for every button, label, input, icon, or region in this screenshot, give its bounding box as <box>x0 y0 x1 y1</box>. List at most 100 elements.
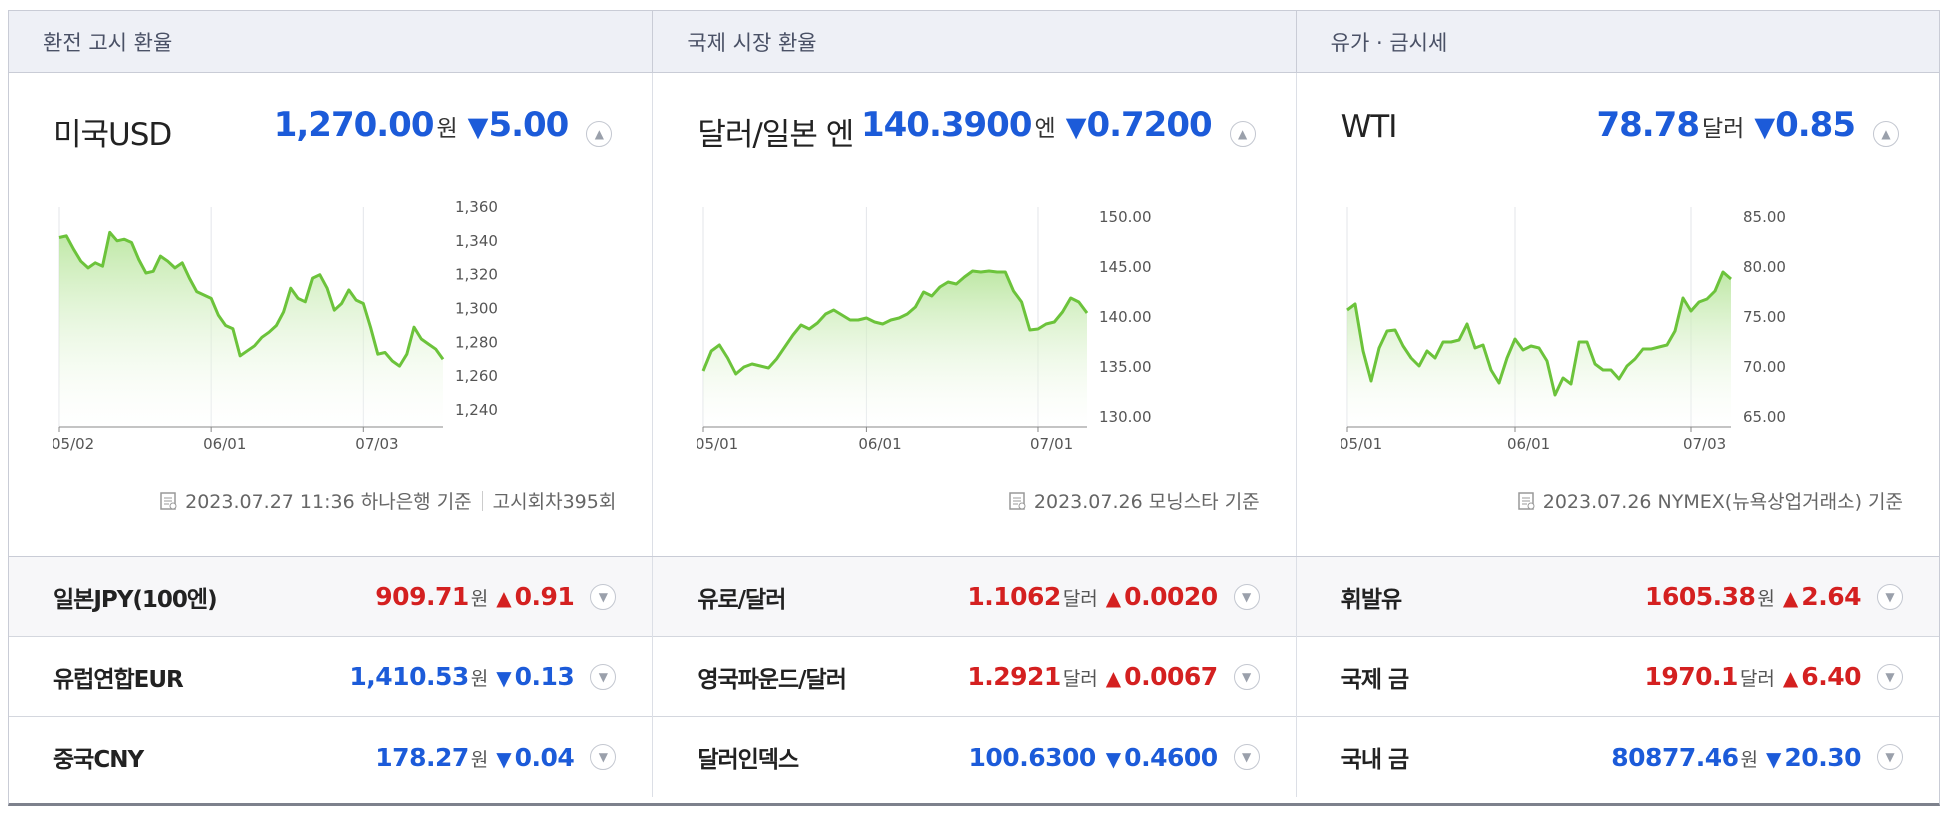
document-icon <box>160 491 177 510</box>
y-tick-label: 130.00 <box>1099 408 1152 426</box>
change-arrow-icon: ▲ <box>496 586 512 610</box>
panel-usd: 미국USD 1,270.00 원 ▼ 5.00 ▲ 05/02 06/01 07/0… <box>9 73 652 556</box>
x-tick-label: 05/02 <box>53 435 94 451</box>
expand-toggle-button[interactable]: ▼ <box>1233 584 1260 610</box>
change-arrow-icon: ▲ <box>1782 586 1799 610</box>
list-item[interactable]: 달러인덱스 100.6300 ▼ 0.4600 ▼ <box>653 717 1295 797</box>
item-unit: 달러 <box>1739 668 1775 690</box>
collapse-toggle-button[interactable]: ▲ <box>586 121 613 147</box>
item-label: 중국CNY <box>53 747 144 773</box>
tab-exchange-rate[interactable]: 환전 고시 환율 <box>9 11 652 72</box>
item-values: 909.71 원 ▲ 0.91 <box>375 582 575 611</box>
panel-title[interactable]: 달러/일본 엔 <box>697 117 854 153</box>
expand-toggle-button[interactable]: ▼ <box>590 664 617 690</box>
collapse-toggle-button[interactable]: ▲ <box>1229 121 1256 147</box>
rate-chart: 05/02 06/01 07/03 1,360 1,340 1,320 1,300 1,280… <box>53 198 498 451</box>
item-unit: 달러 <box>1062 588 1098 610</box>
chevron-down-icon: ▼ <box>1242 750 1252 764</box>
rate-list-column: 일본JPY(100엔) 909.71 원 ▲ 0.91 ▼ 유럽연합EUR 1,410… <box>9 557 653 797</box>
tab-bar: 환전 고시 환율 국제 시장 환율 유가 · 금시세 <box>9 11 1939 73</box>
footer-date: 2023.07.26 모닝스타 기준 <box>1033 491 1260 513</box>
y-tick-label: 1,360 <box>455 198 498 216</box>
item-value: 80877.46 <box>1611 742 1739 772</box>
series-line <box>58 230 445 368</box>
item-value: 100.6300 <box>968 742 1097 772</box>
x-tick-label: 05/01 <box>697 435 738 451</box>
x-tick-label: 06/01 <box>203 435 246 451</box>
panel-footer: 2023.07.26 NYMEX(뉴욕상업거래소) 기준 <box>1517 487 1903 514</box>
chevron-down-icon: ▼ <box>1885 590 1895 604</box>
expand-toggle-button[interactable]: ▼ <box>590 584 617 610</box>
y-tick-label: 70.00 <box>1743 358 1786 376</box>
change-arrow-icon: ▲ <box>1105 586 1122 610</box>
item-label: 유로/달러 <box>697 586 786 613</box>
panel-title[interactable]: 미국USD <box>53 117 172 153</box>
y-tick-label: 1,260 <box>455 367 498 385</box>
y-tick-label: 80.00 <box>1743 258 1786 276</box>
item-label: 일본JPY(100엔) <box>53 586 218 613</box>
chevron-down-icon: ▼ <box>598 670 608 684</box>
item-value: 1970.1 <box>1644 662 1738 691</box>
tab-oil-gold[interactable]: 유가 · 금시세 <box>1295 11 1939 72</box>
panel-footer: 2023.07.26 모닝스타 기준 <box>1008 487 1260 514</box>
list-item[interactable]: 일본JPY(100엔) 909.71 원 ▲ 0.91 ▼ <box>9 557 653 637</box>
item-unit: 원 <box>1757 588 1775 610</box>
list-item[interactable]: 유로/달러 1.1062 달러 ▲ 0.0020 ▼ <box>653 557 1296 637</box>
list-item[interactable]: 중국CNY 178.27 원 ▼ 0.04 ▼ <box>9 717 652 797</box>
series-area <box>703 271 1088 427</box>
expand-toggle-button[interactable]: ▼ <box>1876 744 1903 770</box>
expand-toggle-button[interactable]: ▼ <box>590 744 617 770</box>
series-line <box>701 269 1089 376</box>
expand-toggle-button[interactable]: ▼ <box>1876 584 1903 610</box>
chevron-up-icon: ▲ <box>1238 127 1248 141</box>
chevron-up-icon: ▲ <box>1881 127 1891 141</box>
change-arrow-icon: ▼ <box>1754 112 1776 143</box>
rate-value: 1,270.00 <box>273 105 435 145</box>
rate-unit: 원 <box>436 116 458 142</box>
change-arrow-icon: ▼ <box>467 112 489 143</box>
panel-value: 1,270.00 원 ▼ 5.00 <box>273 105 570 145</box>
list-item[interactable]: 영국파운드/달러 1.2921 달러 ▲ 0.0067 ▼ <box>653 637 1296 717</box>
change-arrow-icon: ▼ <box>496 746 512 771</box>
item-value: 1.2921 <box>967 662 1061 691</box>
item-label: 국내 금 <box>1340 747 1409 773</box>
item-values: 80877.46 원 ▼ 20.30 <box>1611 743 1861 772</box>
series-line <box>1345 270 1732 397</box>
y-tick-label: 150.00 <box>1099 208 1152 226</box>
chevron-down-icon: ▼ <box>1242 670 1252 684</box>
panel-title[interactable]: WTI <box>1340 109 1398 145</box>
change-arrow-icon: ▲ <box>1105 666 1122 690</box>
list-item[interactable]: 휘발유 1605.38 원 ▲ 2.64 ▼ <box>1296 557 1939 637</box>
change-value: 0.7200 <box>1086 105 1212 145</box>
list-item[interactable]: 국내 금 80877.46 원 ▼ 20.30 ▼ <box>1297 717 1939 797</box>
footer-date: 2023.07.27 11:36 하나은행 기준 <box>185 491 472 513</box>
change-value: 5.00 <box>488 105 569 145</box>
item-values: 100.6300 ▼ 0.4600 <box>968 742 1219 772</box>
expand-toggle-button[interactable]: ▼ <box>1876 664 1903 690</box>
item-values: 178.27 원 ▼ 0.04 <box>375 742 575 772</box>
y-tick-label: 145.00 <box>1099 258 1152 276</box>
item-change: 0.4600 <box>1124 742 1218 772</box>
panel-value: 140.3900 엔 ▼ 0.7200 <box>861 105 1213 145</box>
rate-chart: 05/01 06/01 07/01 150.00 145.00 140.00 135.00 1… <box>697 207 1152 451</box>
footer-divider <box>481 490 483 511</box>
tab-label: 국제 시장 환율 <box>687 30 817 55</box>
expand-toggle-button[interactable]: ▼ <box>1233 744 1260 770</box>
y-tick-label: 1,320 <box>455 266 498 284</box>
chevron-down-icon: ▼ <box>598 590 608 604</box>
item-value: 909.71 <box>375 582 469 611</box>
x-tick-label: 06/01 <box>859 435 902 451</box>
item-change: 2.64 <box>1801 582 1861 611</box>
expand-toggle-button[interactable]: ▼ <box>1233 664 1260 690</box>
list-item[interactable]: 유럽연합EUR 1,410.53 원 ▼ 0.13 ▼ <box>9 637 653 717</box>
tab-international-rate[interactable]: 국제 시장 환율 <box>652 11 1295 72</box>
chevron-up-icon: ▲ <box>594 127 604 141</box>
change-arrow-icon: ▼ <box>496 666 512 690</box>
collapse-toggle-button[interactable]: ▲ <box>1872 121 1899 147</box>
list-item[interactable]: 국제 금 1970.1 달러 ▲ 6.40 ▼ <box>1296 637 1939 717</box>
item-unit: 원 <box>1740 748 1759 771</box>
y-tick-label: 1,240 <box>455 401 498 419</box>
item-value: 1.1062 <box>967 582 1061 611</box>
item-change: 0.04 <box>514 742 575 772</box>
y-tick-label: 135.00 <box>1099 358 1152 376</box>
